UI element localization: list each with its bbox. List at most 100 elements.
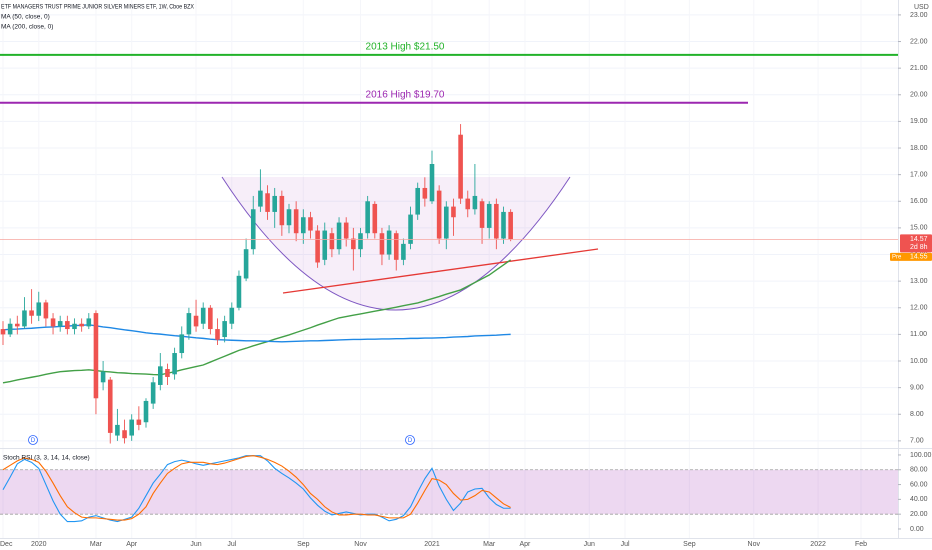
y-tick-label: 12.00 xyxy=(910,305,928,312)
y-tick-label: 20.00 xyxy=(910,511,928,518)
marker-text: D xyxy=(31,438,36,444)
candle-body xyxy=(451,206,456,218)
y-tick-label: 9.00 xyxy=(910,384,924,391)
candle-body xyxy=(236,275,242,308)
candle-body xyxy=(200,307,206,324)
candle-body xyxy=(186,313,192,335)
y-tick-label: 17.00 xyxy=(910,171,928,178)
indicator-line xyxy=(2,259,512,384)
candle-body xyxy=(79,323,84,327)
legend-entry: MA (50, close, 0) xyxy=(1,14,50,21)
candle-body xyxy=(386,230,392,255)
candle-body xyxy=(308,217,313,231)
candle-body xyxy=(15,323,20,327)
candle-body xyxy=(43,302,49,319)
y-tick-label: 19.00 xyxy=(910,118,928,125)
x-tick-label: Jul xyxy=(227,541,236,548)
candle-body xyxy=(272,195,277,212)
candle-body xyxy=(136,419,142,425)
dividend-marker: D xyxy=(405,435,415,445)
marker-circle xyxy=(28,435,38,445)
y-tick-label: 22.00 xyxy=(910,38,928,45)
chart-title: ETF MANAGERS TRUST PRIME JUNIOR SILVER M… xyxy=(1,4,195,11)
level-label: 2013 High $21.50 xyxy=(366,41,445,52)
candle-body xyxy=(36,302,42,316)
last-price-box xyxy=(900,234,932,253)
y-tick-label: 16.00 xyxy=(910,198,928,205)
x-tick-label: Jul xyxy=(621,541,630,548)
candle-body xyxy=(508,211,513,240)
y-tick-label: 11.00 xyxy=(910,331,927,338)
candle-body xyxy=(100,371,106,383)
candle-body xyxy=(115,424,120,436)
candle-body xyxy=(179,334,185,354)
candle-body xyxy=(250,209,256,250)
candle-body xyxy=(436,190,442,239)
y-tick-label: 40.00 xyxy=(910,496,928,503)
candle-body xyxy=(279,195,285,226)
candle-body xyxy=(265,193,270,212)
candle-body xyxy=(258,190,263,207)
pre-label: Pre xyxy=(892,254,902,260)
candle-body xyxy=(351,238,356,250)
y-tick-label: 100.00 xyxy=(910,452,932,459)
pre-price-box xyxy=(890,252,932,261)
x-tick-label: Apr xyxy=(519,541,531,548)
y-tick-label: 18.00 xyxy=(910,145,928,152)
axis-label: USD xyxy=(914,4,929,11)
candle-body xyxy=(486,203,492,228)
candle-body xyxy=(393,233,399,260)
x-tick-label: 2022 xyxy=(810,541,826,548)
y-tick-label: 23.00 xyxy=(910,12,928,19)
candle-body xyxy=(286,209,292,226)
candle-body xyxy=(86,318,92,327)
y-tick-label: 15.00 xyxy=(910,225,928,232)
candle-body xyxy=(358,233,363,250)
trendline xyxy=(282,248,599,294)
dividend-marker: D xyxy=(28,435,38,445)
marker-text: D xyxy=(408,438,413,444)
candle-body xyxy=(365,201,370,234)
candle-body xyxy=(293,209,299,234)
x-tick-label: Apr xyxy=(126,541,138,548)
labels: 7.008.009.0010.0011.0012.0013.0014.0015.… xyxy=(0,12,932,548)
candle-body xyxy=(65,321,70,330)
x-tick-label: Jun xyxy=(190,541,201,548)
y-tick-label: 8.00 xyxy=(910,411,924,418)
candle-body xyxy=(215,329,220,340)
candle-body xyxy=(172,353,177,375)
candle-body xyxy=(479,201,485,228)
marker-circle xyxy=(405,435,415,445)
cup-arc xyxy=(221,176,571,311)
y-tick-label: 20.00 xyxy=(910,92,928,99)
y-tick-label: 21.00 xyxy=(910,65,928,72)
candle-body xyxy=(494,203,499,239)
x-tick-label: 2021 xyxy=(424,541,440,548)
candle-body xyxy=(472,195,478,210)
candle-body xyxy=(301,217,306,234)
candle-body xyxy=(122,430,127,439)
candle-body xyxy=(193,315,199,327)
candle-body xyxy=(50,318,56,327)
y-tick-label: 13.00 xyxy=(910,278,928,285)
candle-body xyxy=(107,379,113,433)
candle-body xyxy=(158,366,163,385)
x-tick-label: Sep xyxy=(683,541,696,548)
x-tick-label: Jun xyxy=(584,541,595,548)
candle-body xyxy=(315,230,320,263)
level-label: 2016 High $19.70 xyxy=(366,89,445,100)
candle-body xyxy=(243,249,249,279)
candle-body xyxy=(429,163,435,202)
candle-body xyxy=(165,368,170,377)
last-price-label: 14.57 xyxy=(910,236,928,243)
legend-entry: MA (200, close, 0) xyxy=(1,24,53,31)
candle-body xyxy=(336,222,342,250)
plot: 2013 High $21.50 2016 High $19.70 xyxy=(0,41,898,523)
x-tick-label: Feb xyxy=(855,541,867,548)
candle-body xyxy=(72,323,77,330)
countdown-label: 2d 8h xyxy=(910,244,928,251)
candle-body xyxy=(372,203,378,234)
indicator-line xyxy=(2,455,511,521)
candle-body xyxy=(322,230,328,260)
